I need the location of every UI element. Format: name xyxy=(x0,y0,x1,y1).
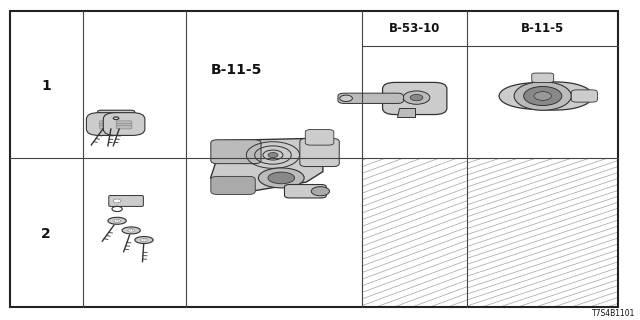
Ellipse shape xyxy=(259,168,304,188)
FancyBboxPatch shape xyxy=(383,83,447,115)
Circle shape xyxy=(340,95,353,101)
Circle shape xyxy=(268,153,278,157)
Text: B-53-10: B-53-10 xyxy=(389,22,440,35)
Circle shape xyxy=(128,229,134,232)
FancyBboxPatch shape xyxy=(532,73,554,83)
Text: T7S4B1101: T7S4B1101 xyxy=(592,309,636,318)
FancyBboxPatch shape xyxy=(211,176,255,195)
Ellipse shape xyxy=(268,172,294,184)
Circle shape xyxy=(524,86,562,106)
Text: B-11-5: B-11-5 xyxy=(521,22,564,35)
FancyBboxPatch shape xyxy=(300,139,339,167)
Circle shape xyxy=(113,199,121,203)
Text: B-11-5: B-11-5 xyxy=(211,63,262,77)
FancyBboxPatch shape xyxy=(99,124,115,127)
Text: H: H xyxy=(116,219,118,223)
Ellipse shape xyxy=(311,187,330,196)
FancyBboxPatch shape xyxy=(305,130,334,145)
Polygon shape xyxy=(499,82,593,110)
Circle shape xyxy=(410,94,423,101)
Bar xyxy=(467,158,618,307)
Ellipse shape xyxy=(122,227,140,234)
Text: H: H xyxy=(143,238,145,242)
FancyBboxPatch shape xyxy=(99,121,115,124)
Circle shape xyxy=(403,91,430,104)
Circle shape xyxy=(534,92,552,100)
FancyBboxPatch shape xyxy=(109,196,143,206)
Text: 2: 2 xyxy=(41,227,51,241)
Text: 1: 1 xyxy=(41,79,51,93)
Circle shape xyxy=(141,238,147,242)
Circle shape xyxy=(102,114,107,116)
Circle shape xyxy=(114,219,120,222)
FancyBboxPatch shape xyxy=(116,124,132,127)
Bar xyxy=(362,158,467,307)
FancyBboxPatch shape xyxy=(116,125,132,129)
Text: H: H xyxy=(130,228,132,232)
Ellipse shape xyxy=(135,236,153,244)
FancyBboxPatch shape xyxy=(103,113,145,135)
FancyBboxPatch shape xyxy=(211,140,261,164)
FancyBboxPatch shape xyxy=(97,110,134,120)
FancyBboxPatch shape xyxy=(116,121,132,124)
Polygon shape xyxy=(211,139,323,193)
Circle shape xyxy=(514,82,572,110)
FancyBboxPatch shape xyxy=(99,125,115,129)
FancyBboxPatch shape xyxy=(285,185,326,198)
FancyBboxPatch shape xyxy=(86,113,128,135)
FancyBboxPatch shape xyxy=(572,90,598,102)
FancyBboxPatch shape xyxy=(338,93,404,103)
Polygon shape xyxy=(397,108,415,117)
Ellipse shape xyxy=(108,217,126,224)
